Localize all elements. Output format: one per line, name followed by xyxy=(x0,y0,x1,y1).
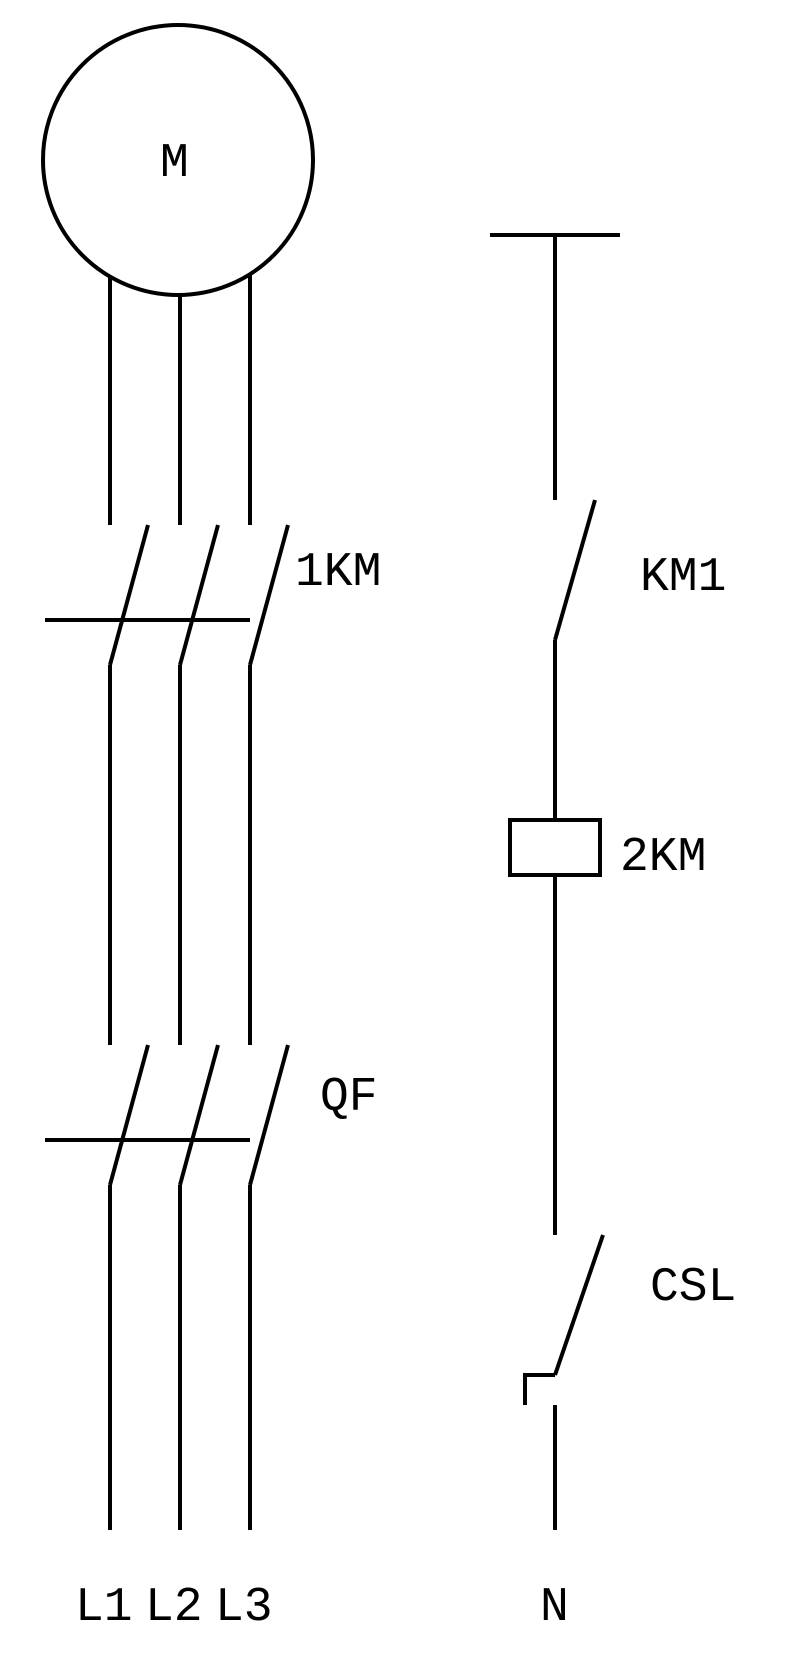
motor-label: M xyxy=(160,137,189,191)
contact-km1 xyxy=(555,500,595,640)
label-1km: 1KM xyxy=(295,546,381,600)
label-csl: CSL xyxy=(650,1261,736,1315)
contact-qf-l1 xyxy=(110,1045,148,1185)
label-l3: L3 xyxy=(215,1581,273,1635)
contact-qf-l2 xyxy=(180,1045,218,1185)
contact-csl xyxy=(555,1235,603,1375)
contact-qf-l3 xyxy=(250,1045,288,1185)
label-qf: QF xyxy=(320,1071,378,1125)
coil-2km xyxy=(510,820,600,875)
contact-1km-l1 xyxy=(110,525,148,665)
csl-hook xyxy=(525,1375,555,1405)
contact-1km-l3 xyxy=(250,525,288,665)
label-l1: L1 xyxy=(75,1581,133,1635)
label-km1: KM1 xyxy=(640,551,726,605)
label-l2: L2 xyxy=(145,1581,203,1635)
contact-1km-l2 xyxy=(180,525,218,665)
label-2km: 2KM xyxy=(620,831,706,885)
label-n: N xyxy=(540,1581,569,1635)
